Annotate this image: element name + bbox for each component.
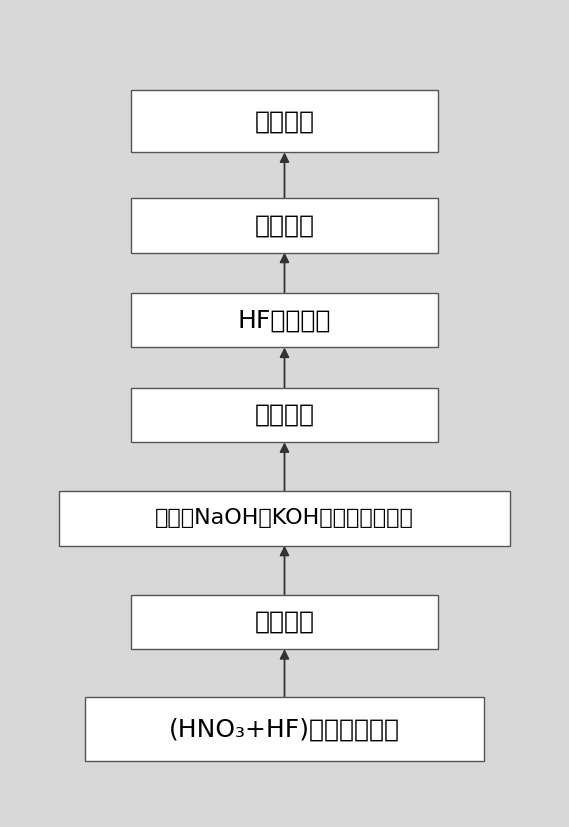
- Text: 干燥处理: 干燥处理: [254, 109, 315, 133]
- Bar: [85, 697, 484, 761]
- Text: 纯水清洗: 纯水清洗: [254, 213, 315, 237]
- Text: 纯水清洗: 纯水清洗: [254, 403, 315, 427]
- Bar: [131, 595, 438, 649]
- Text: HF溶液清洗: HF溶液清洗: [238, 308, 331, 332]
- Bar: [131, 388, 438, 442]
- Text: (HNO₃+HF)溶液恒温腥蚀: (HNO₃+HF)溶液恒温腥蚀: [169, 717, 400, 741]
- Bar: [59, 491, 510, 546]
- Text: 碱液（NaOH或KOH溶液）常温清洗: 碱液（NaOH或KOH溶液）常温清洗: [155, 509, 414, 528]
- Text: 纯水清洗: 纯水清洗: [254, 609, 315, 633]
- Bar: [131, 90, 438, 152]
- Bar: [131, 293, 438, 347]
- Bar: [131, 198, 438, 252]
